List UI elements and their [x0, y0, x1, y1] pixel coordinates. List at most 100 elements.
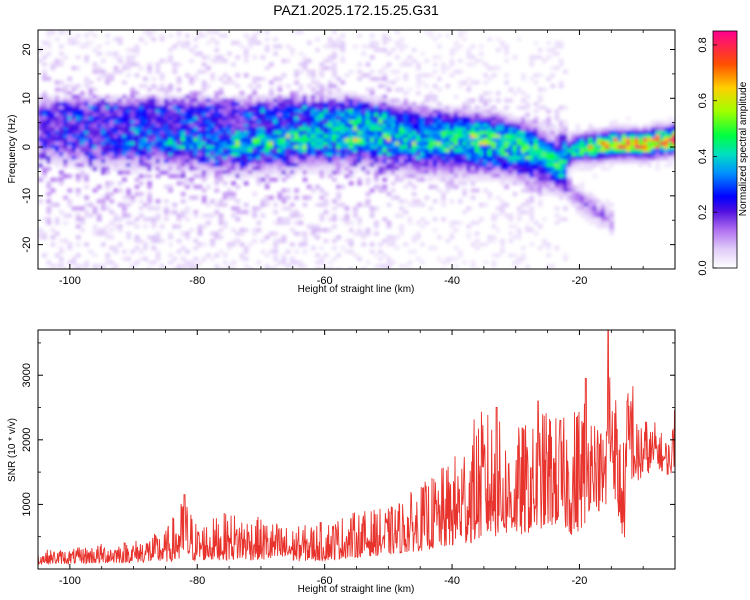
- heatmap-cell: [382, 98, 388, 103]
- heatmap-cell: [592, 202, 598, 207]
- heatmap-cell: [42, 235, 47, 240]
- heatmap-cell: [441, 199, 446, 204]
- heatmap-cell: [449, 148, 455, 153]
- heatmap-cell: [63, 130, 68, 135]
- heatmap-cell: [416, 152, 421, 157]
- heatmap-cell: [185, 156, 190, 161]
- heatmap-cell: [340, 134, 346, 139]
- heatmap-cell: [168, 127, 173, 132]
- heatmap-cell: [210, 148, 215, 153]
- heatmap-cell: [437, 44, 442, 49]
- heatmap-cell: [264, 116, 270, 121]
- heatmap-cell: [311, 105, 316, 110]
- heatmap-cell: [344, 166, 350, 171]
- heatmap-cell: [189, 116, 194, 121]
- heatmap-cell: [668, 134, 673, 139]
- heatmap-cell: [130, 120, 136, 125]
- heatmap-cell: [386, 174, 392, 179]
- heatmap-cell: [96, 228, 102, 233]
- heatmap-cell: [143, 256, 148, 261]
- heatmap-cell: [311, 246, 316, 251]
- heatmap-cell: [361, 163, 367, 168]
- heatmap-cell: [298, 213, 304, 218]
- heatmap-cell: [516, 166, 522, 171]
- heatmap-cell: [180, 174, 186, 179]
- heatmap-cell: [277, 112, 283, 117]
- heatmap-cell: [71, 105, 77, 110]
- heatmap-cell: [617, 127, 623, 132]
- heatmap-cell: [386, 98, 392, 103]
- heatmap-cell: [105, 166, 110, 171]
- heatmap-cell: [285, 58, 291, 63]
- heatmap-cell: [550, 188, 556, 193]
- heatmap-cell: [374, 206, 379, 211]
- heatmap-cell: [336, 170, 341, 175]
- heatmap-cell: [117, 170, 123, 175]
- heatmap-cell: [319, 228, 325, 233]
- heatmap-cell: [348, 130, 354, 135]
- heatmap-cell: [50, 94, 56, 99]
- heatmap-cell: [663, 127, 669, 132]
- heatmap-cell: [134, 170, 140, 175]
- heatmap-cell: [206, 166, 211, 171]
- heatmap-cell: [327, 58, 333, 63]
- heatmap-cell: [134, 192, 140, 197]
- heatmap-cell: [332, 44, 337, 49]
- heatmap-cell: [315, 202, 320, 207]
- heatmap-cell: [189, 166, 194, 171]
- heatmap-cell: [592, 152, 598, 157]
- heatmap-cell: [390, 116, 396, 121]
- heatmap-cell: [516, 120, 522, 125]
- heatmap-cell: [113, 127, 119, 132]
- heatmap-cell: [332, 213, 337, 218]
- heatmap-cell: [252, 163, 257, 168]
- heatmap-cell: [214, 30, 220, 35]
- heatmap-cell: [185, 152, 190, 157]
- heatmap-cell: [151, 76, 157, 81]
- heatmap-cell: [159, 141, 165, 146]
- heatmap-cell: [491, 170, 497, 175]
- heatmap-cell: [420, 73, 425, 78]
- heatmap-cell: [92, 188, 98, 193]
- heatmap-cell: [516, 210, 522, 215]
- heatmap-cell: [546, 174, 551, 179]
- heatmap-cell: [663, 120, 669, 125]
- heatmap-cell: [605, 159, 610, 164]
- heatmap-cell: [243, 256, 249, 261]
- heatmap-cell: [306, 127, 312, 132]
- heatmap-cell: [252, 123, 257, 128]
- heatmap-cell: [483, 109, 488, 114]
- heatmap-cell: [319, 159, 325, 164]
- heatmap-cell: [96, 102, 102, 107]
- heatmap-cell: [239, 102, 245, 107]
- heatmap-cell: [159, 76, 165, 81]
- heatmap-cell: [558, 166, 564, 171]
- heatmap-cell: [63, 145, 68, 150]
- heatmap-cell: [201, 127, 207, 132]
- heatmap-cell: [239, 148, 245, 153]
- heatmap-cell: [432, 170, 438, 175]
- heatmap-cell: [75, 188, 81, 193]
- heatmap-cell: [550, 141, 556, 146]
- heatmap-cell: [176, 87, 182, 92]
- heatmap-cell: [609, 220, 614, 225]
- heatmap-cell: [453, 109, 459, 114]
- heatmap-cell: [348, 145, 354, 150]
- heatmap-cell: [453, 69, 459, 74]
- heatmap-cell: [546, 134, 551, 139]
- heatmap-cell: [231, 120, 236, 125]
- heatmap-cell: [424, 116, 430, 121]
- heatmap-cell: [50, 188, 56, 193]
- heatmap-cell: [138, 84, 144, 89]
- heatmap-cell: [596, 202, 602, 207]
- heatmap-cell: [67, 134, 73, 139]
- heatmap-cell: [508, 166, 514, 171]
- heatmap-cell: [264, 112, 270, 117]
- heatmap-cell: [54, 87, 60, 92]
- heatmap-cell: [113, 102, 119, 107]
- heatmap-cell: [285, 127, 291, 132]
- heatmap-cell: [126, 127, 131, 132]
- heatmap-cell: [214, 105, 220, 110]
- heatmap-cell: [659, 134, 665, 139]
- heatmap-cell: [327, 94, 333, 99]
